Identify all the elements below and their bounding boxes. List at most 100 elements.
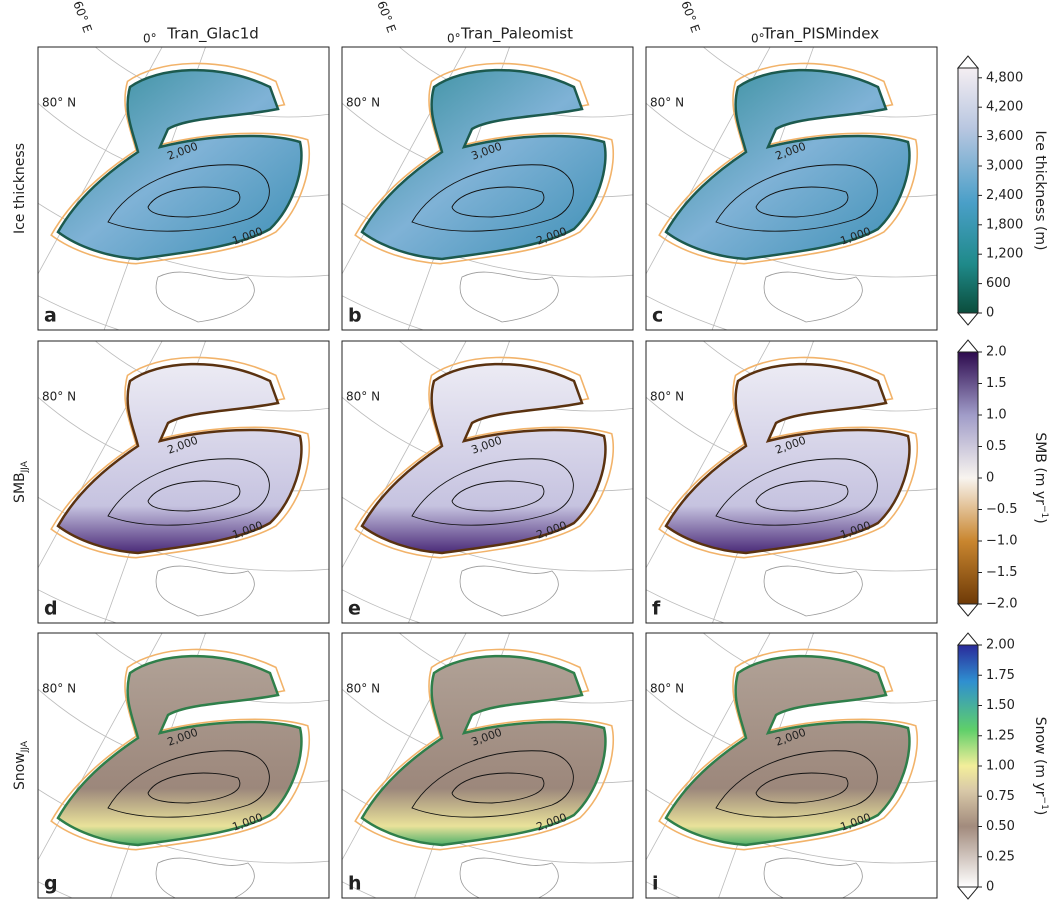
panel-frame bbox=[37, 46, 330, 331]
colorbar-tick-label: 2,400 bbox=[986, 188, 1023, 203]
thickness-contour bbox=[411, 458, 574, 526]
colorbar-extend bbox=[956, 339, 980, 353]
terrain-contour bbox=[155, 271, 255, 323]
colorbar-tick-label: 2.0 bbox=[986, 345, 1007, 360]
latitude-label: 80° N bbox=[42, 682, 76, 696]
colorbar-tick-label: 600 bbox=[986, 276, 1011, 291]
colorbar-extend bbox=[956, 632, 980, 646]
latitude-label: 80° N bbox=[650, 390, 684, 404]
ice-sheet bbox=[360, 654, 607, 847]
ice-sheet bbox=[360, 362, 607, 555]
ice-sheet bbox=[360, 68, 607, 261]
thickness-contour bbox=[715, 458, 878, 526]
latitude-circle bbox=[342, 202, 633, 278]
colorbar-tick-label: 0 bbox=[986, 880, 994, 895]
thickness-contour bbox=[715, 164, 878, 232]
colorbar-tick-label: 0.75 bbox=[986, 789, 1015, 804]
colorbar-label: Snow (m yr−1) bbox=[1032, 717, 1050, 816]
colorbar bbox=[957, 67, 979, 314]
latitude-label: 80° N bbox=[346, 390, 380, 404]
thickness-contour bbox=[451, 186, 545, 218]
colorbar-tick-label: −1.0 bbox=[986, 534, 1018, 549]
panel-frame bbox=[341, 46, 634, 331]
panel-letter: i bbox=[652, 873, 659, 895]
column-title: Tran_Glac1d bbox=[166, 25, 259, 44]
ice-sheet bbox=[56, 362, 303, 555]
panel-frame bbox=[341, 340, 634, 624]
colorbar-tick-label: 0 bbox=[986, 471, 994, 486]
colorbar-label-sup: −1 bbox=[1040, 505, 1050, 518]
latitude-circle bbox=[646, 202, 937, 278]
colorbar-label: Ice thickness (m) bbox=[1032, 130, 1048, 250]
row-label: Ice thickness bbox=[12, 143, 28, 234]
ice-sheet bbox=[664, 68, 911, 261]
latitude-circle bbox=[38, 202, 329, 278]
meridian-label: 0° bbox=[751, 32, 765, 46]
column-title: Tran_PISMindex bbox=[762, 25, 879, 44]
colorbar-label-text: Snow (m yr bbox=[1032, 717, 1048, 797]
colorbar-tick-label: 4,800 bbox=[986, 70, 1023, 85]
colorbar-tick-label: 1.50 bbox=[986, 698, 1015, 713]
ice-sheet bbox=[664, 654, 911, 847]
panel-letter: f bbox=[652, 598, 661, 620]
latitude-label: 80° N bbox=[650, 96, 684, 110]
colorbar-label: SMB (m yr−1) bbox=[1032, 432, 1050, 523]
latitude-circle bbox=[38, 496, 329, 572]
thickness-contour bbox=[107, 164, 270, 232]
ice-sheet bbox=[56, 654, 303, 847]
row-label-sub: JJA bbox=[20, 740, 30, 753]
thickness-contour bbox=[715, 750, 878, 818]
panel-frame bbox=[645, 340, 938, 624]
colorbar-tick-label: 0.25 bbox=[986, 849, 1015, 864]
colorbar-label-text: SMB (m yr bbox=[1032, 432, 1048, 505]
panel-letter: b bbox=[348, 305, 362, 327]
panel-frame bbox=[37, 340, 330, 624]
colorbar-tick-label: 1.25 bbox=[986, 728, 1015, 743]
latitude-circle bbox=[398, 47, 633, 118]
latitude-circle bbox=[342, 496, 633, 572]
thickness-contour bbox=[147, 480, 241, 512]
colorbar-tick-label: 0.5 bbox=[986, 439, 1007, 454]
colorbar-tick-label: −2.0 bbox=[986, 597, 1018, 612]
colorbar-tick-label: 0 bbox=[986, 306, 994, 321]
latitude-circle bbox=[646, 788, 937, 864]
latitude-label: 80° N bbox=[42, 390, 76, 404]
colorbar-extend bbox=[956, 603, 980, 617]
panel-frame bbox=[645, 46, 938, 331]
thickness-contour bbox=[107, 458, 270, 526]
panel-letter: c bbox=[652, 305, 663, 327]
meridian-label: 60° E bbox=[70, 0, 94, 35]
thickness-contour bbox=[755, 186, 849, 218]
terrain-contour bbox=[763, 565, 863, 617]
colorbar bbox=[957, 351, 979, 605]
latitude-label: 80° N bbox=[42, 96, 76, 110]
colorbar-tick-label: −0.5 bbox=[986, 502, 1018, 517]
colorbar-tick-label: 3,000 bbox=[986, 159, 1023, 174]
latitude-circle bbox=[702, 341, 937, 412]
panel-letter: a bbox=[44, 305, 57, 327]
row-label: SnowJJA bbox=[12, 740, 30, 790]
ice-sheet bbox=[56, 68, 303, 261]
latitude-circle bbox=[702, 47, 937, 118]
panel-frame bbox=[37, 632, 330, 899]
thickness-contour bbox=[411, 750, 574, 818]
colorbar-tick-label: 1.5 bbox=[986, 376, 1007, 391]
colorbar-label-sup: −1 bbox=[1040, 797, 1050, 810]
panel-letter: g bbox=[44, 873, 58, 895]
latitude-circle bbox=[94, 633, 329, 704]
thickness-contour bbox=[107, 750, 270, 818]
terrain-contour bbox=[155, 857, 255, 898]
terrain-contour bbox=[763, 271, 863, 323]
latitude-circle bbox=[342, 788, 633, 864]
colorbar-label-end: ) bbox=[1032, 810, 1048, 815]
